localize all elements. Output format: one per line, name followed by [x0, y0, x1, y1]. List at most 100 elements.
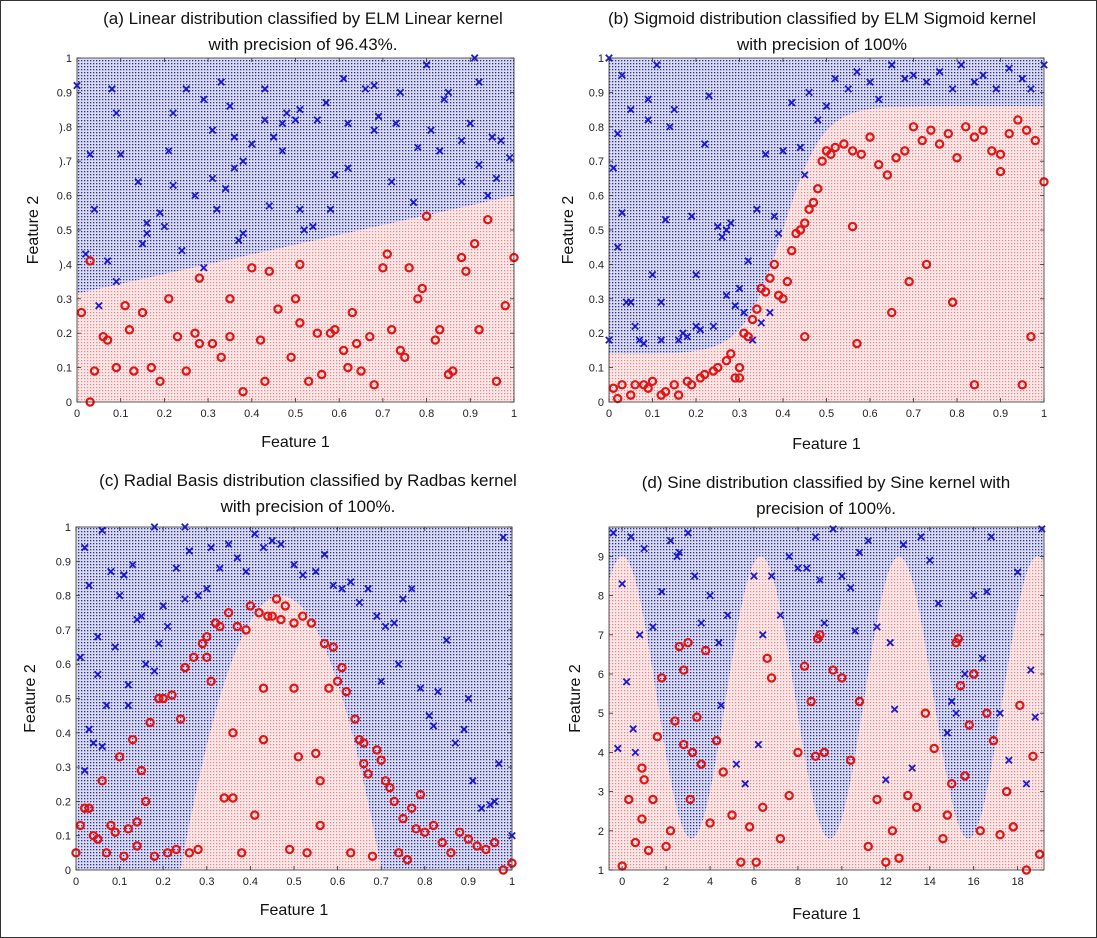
x-tick-label: 0.6 [862, 408, 877, 420]
x-tick-label: 10 [836, 876, 848, 888]
data-point-x [934, 599, 943, 608]
data-point-o [765, 273, 775, 283]
data-point-x [675, 548, 684, 557]
data-point-o [491, 376, 502, 387]
data-point-o [469, 239, 480, 249]
data-point-x [344, 119, 352, 128]
data-point-o [250, 810, 260, 820]
data-point-o [730, 373, 740, 383]
data-point-o [643, 383, 653, 393]
y-tick-label: 0.2 [589, 328, 604, 340]
data-point-x [723, 611, 732, 620]
x-tick-label: 0.5 [286, 876, 301, 888]
data-point-x [296, 105, 304, 114]
x-tick-label: 0.2 [688, 408, 703, 420]
data-point-o [819, 747, 830, 758]
region-class-x [609, 527, 1044, 870]
data-point-x [935, 67, 944, 76]
y-tick-label: 8 [598, 591, 604, 603]
data-point-x [715, 638, 723, 647]
x-tick-label: 4 [707, 876, 713, 888]
data-point-x [381, 622, 390, 631]
data-point-o [874, 159, 884, 170]
data-point-o [258, 683, 269, 693]
data-point-x [618, 208, 626, 217]
series-class-x [76, 523, 516, 840]
data-point-o [891, 153, 901, 163]
data-point-x [970, 78, 979, 86]
data-point-o [136, 765, 147, 776]
data-point-x [1005, 756, 1013, 765]
data-point-x [900, 74, 909, 83]
data-point-o [184, 848, 195, 858]
data-point-x [492, 174, 501, 183]
data-point-o [324, 683, 334, 693]
data-point-x [143, 219, 151, 227]
data-point-o [687, 747, 698, 758]
y-tick-label: 0.9 [57, 87, 72, 99]
data-point-x [460, 725, 468, 734]
data-point-o [302, 848, 312, 858]
data-point-o [238, 386, 248, 397]
data-point-x [85, 581, 93, 590]
data-point-o [982, 708, 992, 718]
data-point-x [202, 584, 211, 593]
data-point-o [760, 287, 771, 297]
data-point-o [700, 369, 710, 380]
data-point-x [261, 85, 269, 93]
data-point-x [844, 85, 853, 93]
data-point-x [374, 112, 383, 121]
data-point-o [975, 826, 985, 836]
data-point-o [80, 803, 90, 813]
data-point-x [978, 654, 987, 663]
data-point-x [442, 636, 451, 645]
data-point-x [881, 776, 890, 784]
data-point-x [644, 116, 652, 124]
data-point-o [718, 767, 728, 777]
data-point-x [137, 612, 146, 621]
data-point-x [684, 529, 692, 537]
data-point-x [425, 711, 433, 720]
x-tick-label: 1 [1041, 408, 1047, 420]
data-point-x [640, 544, 648, 553]
y-tick-label: 0.6 [56, 659, 71, 671]
data-point-x [178, 246, 186, 255]
data-point-o [837, 673, 847, 683]
data-point-o [106, 820, 116, 831]
data-point-x [639, 339, 648, 348]
data-point-o [164, 294, 174, 304]
x-tick-label: 1 [511, 408, 517, 420]
data-point-o [952, 153, 962, 163]
data-point-x [666, 536, 675, 545]
data-point-x [298, 571, 307, 579]
data-point-o [643, 845, 654, 856]
data-point-o [430, 335, 441, 345]
data-point-o [887, 307, 897, 318]
data-point-x [631, 322, 639, 331]
y-tick-label: 0 [65, 865, 71, 877]
data-point-o [678, 665, 689, 675]
data-point-o [995, 830, 1005, 840]
data-point-o [386, 325, 397, 335]
data-point-x [95, 301, 103, 310]
y-tick-label: ).4 [59, 259, 72, 271]
data-point-o [920, 708, 931, 718]
data-point-x [429, 722, 438, 730]
data-point-o [75, 820, 86, 831]
data-point-x [785, 552, 793, 561]
data-point-x [673, 552, 681, 561]
data-point-x [407, 584, 416, 593]
data-point-x [278, 119, 287, 128]
data-point-x [770, 212, 779, 221]
data-point-o [380, 776, 391, 786]
data-point-o [154, 693, 164, 704]
data-point-x [414, 143, 422, 152]
x-axis-label: Feature 1 [792, 436, 861, 453]
data-point-o [806, 696, 816, 707]
chart-title-line: (c) Radial Basis distribution classified… [99, 471, 517, 490]
x-tick-label: 0.8 [417, 876, 432, 888]
data-point-o [367, 851, 378, 861]
data-point-o [804, 204, 814, 215]
data-point-x [466, 119, 475, 128]
data-point-o [795, 225, 806, 235]
